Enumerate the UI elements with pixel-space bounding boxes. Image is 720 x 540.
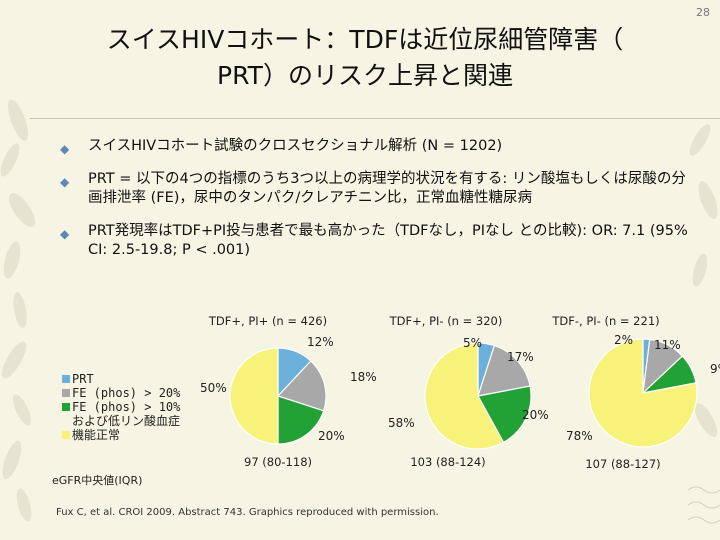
title-line-2: PRT）のリスク上昇と関連 [217,61,513,90]
legend-label: FE (phos) > 20% [72,386,181,400]
pie-value-label: 20% [522,408,549,422]
legend-item: FE (phos) > 10% [62,400,180,414]
pie-slice [277,395,325,445]
pie-egfr-value: 97 (80-118) [244,455,312,469]
pie-value-label: 18% [350,370,377,384]
pie-value-label: 11% [654,338,681,352]
pie-egfr-value: 103 (88-124) [410,455,485,469]
bullet-text: PRT = 以下の4つの指標のうち3つ以上の病理学的状況を有する: リン酸塩もし… [88,171,686,206]
pie-value-label: 50% [200,381,227,395]
citation: Fux C, et al. CROI 2009. Abstract 743. G… [56,507,439,518]
pie-value-label: 17% [507,350,534,364]
pie-value-label: 78% [566,429,593,443]
chart-legend: PRT FE (phos) > 20% FE (phos) > 10% および低… [62,372,180,442]
bullet-icon: ◆ [60,142,70,156]
pie-title: TDF+, PI- (n = 320) [389,314,503,328]
pie-title: TDF+, PI+ (n = 426) [208,314,327,328]
title-line-1: スイスHIVコホート：TDFは近位尿細管障害（ [106,25,624,54]
pie-value-label: 9% [710,362,720,376]
legend-label: 機能正常 [72,428,121,442]
pie-slice [477,385,532,444]
bullet-icon: ◆ [60,175,70,189]
bullet-list: ◆ スイスHIVコホート試験のクロスセクショナル解析 (N = 1202) ◆ … [58,137,698,274]
pie-title: TDF-, PI- (n = 221) [551,314,659,328]
pie-value-label: 12% [307,335,334,349]
egfr-label: eGFR中央値(IQR) [52,474,143,487]
pie-slice [229,347,279,445]
pie-value-label: 20% [318,429,345,443]
pie-egfr-value: 107 (88-127) [585,457,660,471]
bullet-text: スイスHIVコホート試験のクロスセクショナル解析 (N = 1202) [88,138,503,154]
slide-number: 28 [696,6,710,19]
legend-swatch [62,431,70,439]
legend-swatch [62,375,70,383]
legend-label: PRT [72,372,94,386]
legend-swatch [62,403,70,411]
title-divider [30,118,720,119]
pie-value-label: 58% [388,416,415,430]
bullet-item: ◆ PRT = 以下の4つの指標のうち3つ以上の病理学的状況を有する: リン酸塩… [58,170,698,208]
pie-value-label: 5% [463,336,482,350]
legend-label: および低リン酸血症 [72,414,181,428]
bullet-item: ◆ PRT発現率はTDF+PI投与患者で最も高かった（TDFなし，PIなし との… [58,222,698,260]
legend-item: 機能正常 [62,428,180,442]
pie-slice [588,338,698,448]
pie-slice [477,344,531,397]
pie-slice [276,360,327,412]
legend-item: PRT [62,372,180,386]
pie-value-label: 2% [614,333,633,347]
slide-title: スイスHIVコホート：TDFは近位尿細管障害（ PRT）のリスク上昇と関連 [55,22,675,94]
bullet-icon: ◆ [60,227,70,241]
pie-charts: 12% 18% 20% 50% TDF+, PI+ (n = 426) 97 (80-11… [200,314,720,471]
legend-label: FE (phos) > 10% [72,400,181,414]
bullet-item: ◆ スイスHIVコホート試験のクロスセクショナル解析 (N = 1202) [58,137,698,156]
legend-item-continuation: および低リン酸血症 [62,414,180,428]
bullet-text: PRT発現率はTDF+PI投与患者で最も高かった（TDFなし，PIなし との比較… [88,223,688,258]
pie-slice [424,342,505,450]
legend-item: FE (phos) > 20% [62,386,180,400]
legend-swatch [62,389,70,397]
